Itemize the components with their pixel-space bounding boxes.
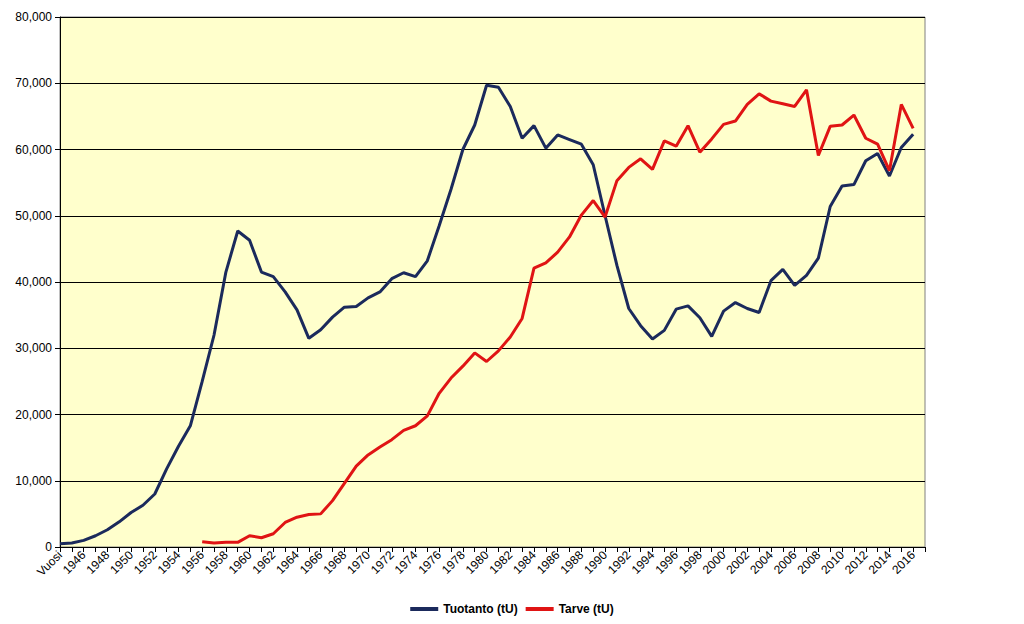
svg-text:1986: 1986 [534,548,563,577]
svg-text:1974: 1974 [392,548,421,577]
svg-text:1958: 1958 [202,548,231,577]
svg-text:2012: 2012 [842,548,871,577]
svg-text:20,000: 20,000 [15,408,52,422]
svg-text:40,000: 40,000 [15,275,52,289]
svg-text:2014: 2014 [866,548,895,577]
svg-text:2008: 2008 [795,548,824,577]
svg-text:70,000: 70,000 [15,76,52,90]
svg-text:1988: 1988 [558,548,587,577]
svg-text:1994: 1994 [629,548,658,577]
svg-text:1996: 1996 [652,548,681,577]
svg-text:Tuotanto (tU): Tuotanto (tU) [443,602,517,616]
svg-text:1992: 1992 [605,548,634,577]
svg-text:1968: 1968 [321,548,350,577]
svg-text:50,000: 50,000 [15,209,52,223]
svg-text:1998: 1998 [676,548,705,577]
svg-text:10,000: 10,000 [15,474,52,488]
svg-text:1948: 1948 [84,548,113,577]
svg-text:80,000: 80,000 [15,10,52,24]
svg-text:1970: 1970 [344,548,373,577]
svg-text:0: 0 [45,540,52,554]
svg-text:2016: 2016 [889,548,918,577]
svg-text:1960: 1960 [226,548,255,577]
svg-text:1950: 1950 [107,548,136,577]
svg-text:1954: 1954 [155,548,184,577]
svg-text:1978: 1978 [439,548,468,577]
svg-text:1990: 1990 [581,548,610,577]
svg-text:2004: 2004 [747,548,776,577]
svg-text:Tarve (tU): Tarve (tU) [559,602,614,616]
svg-text:1984: 1984 [510,548,539,577]
svg-text:1962: 1962 [249,548,278,577]
svg-text:1946: 1946 [60,548,89,577]
svg-text:2010: 2010 [818,548,847,577]
svg-text:60,000: 60,000 [15,143,52,157]
svg-text:1976: 1976 [415,548,444,577]
svg-text:2002: 2002 [723,548,752,577]
svg-text:Vuosi: Vuosi [34,548,65,579]
svg-text:30,000: 30,000 [15,341,52,355]
svg-text:1966: 1966 [297,548,326,577]
svg-text:1964: 1964 [273,548,302,577]
svg-text:1952: 1952 [131,548,160,577]
svg-text:1972: 1972 [368,548,397,577]
svg-text:2006: 2006 [771,548,800,577]
svg-text:2000: 2000 [700,548,729,577]
svg-text:1956: 1956 [178,548,207,577]
svg-text:1980: 1980 [463,548,492,577]
svg-text:1982: 1982 [486,548,515,577]
